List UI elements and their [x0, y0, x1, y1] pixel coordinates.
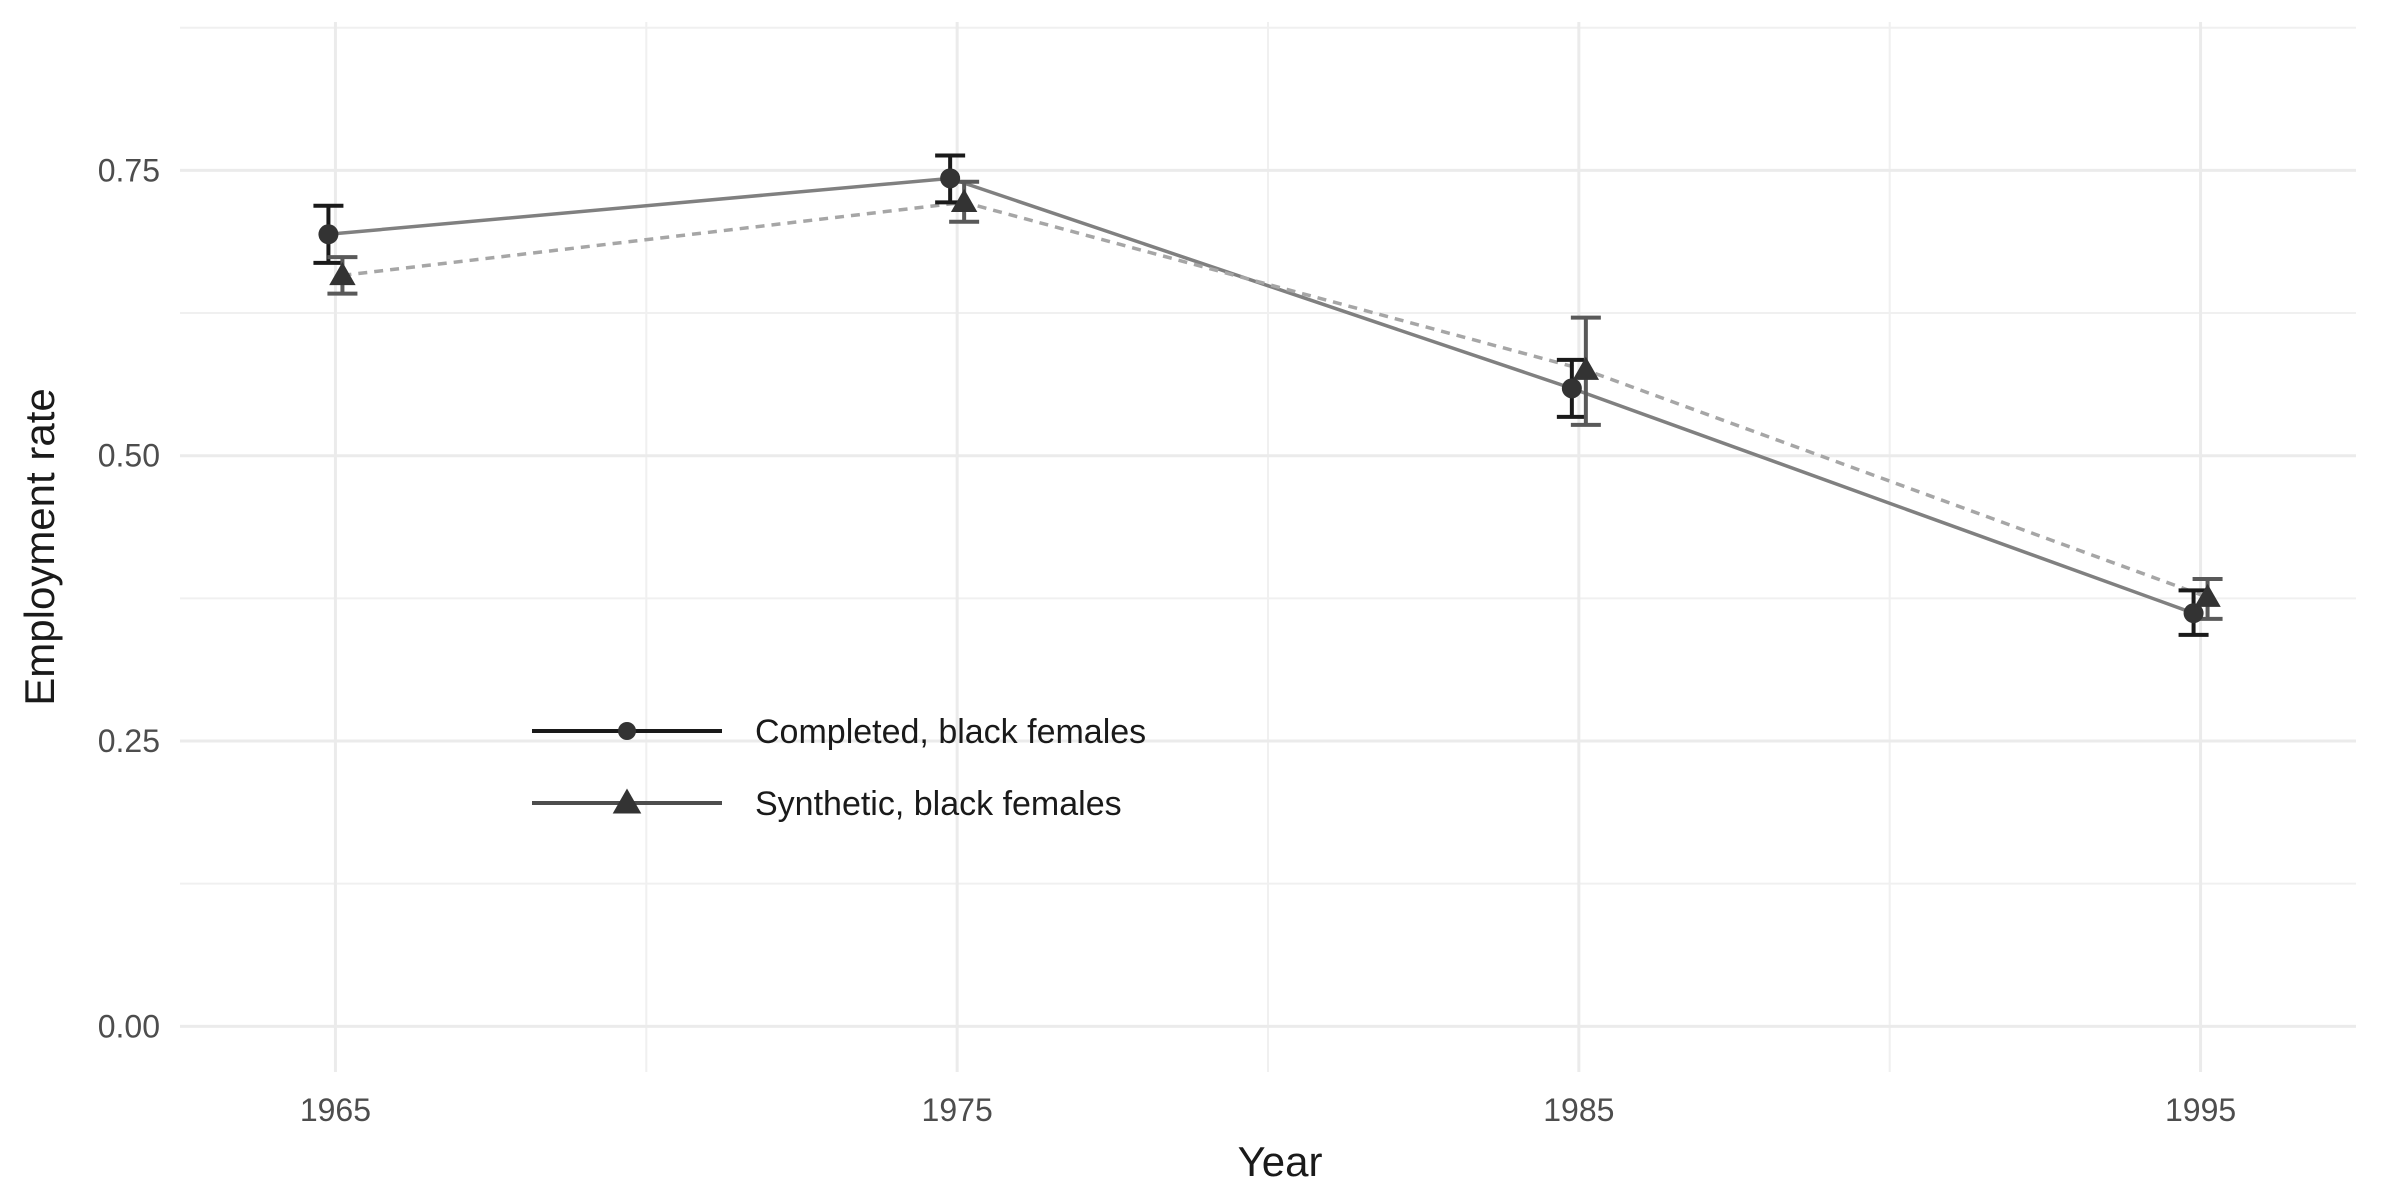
data-point-triangle — [1572, 356, 1600, 380]
data-point-triangle — [329, 261, 356, 286]
data-point-circle — [1561, 378, 1582, 399]
legend-label-completed: Completed, black females — [755, 713, 1146, 751]
data-point-circle — [318, 224, 339, 245]
x-tick-label: 1985 — [1543, 1092, 1614, 1128]
legend-label-synthetic: Synthetic, black females — [755, 785, 1122, 823]
legend-triangle-marker-icon — [612, 788, 642, 814]
x-tick-label: 1965 — [300, 1092, 371, 1128]
x-axis-ticks: 1965 1975 1985 1995 — [300, 1092, 2236, 1128]
data-point-circle — [2183, 603, 2204, 624]
legend-item-completed: Completed, black females — [532, 713, 1146, 751]
y-tick-label: 0.75 — [98, 152, 160, 188]
y-tick-label: 0.25 — [98, 723, 160, 759]
data-point-triangle — [2194, 583, 2221, 607]
legend-item-synthetic: Synthetic, black females — [532, 785, 1122, 823]
x-tick-label: 1995 — [2165, 1092, 2236, 1128]
series-lines — [328, 176, 2209, 615]
y-tick-label: 0.50 — [98, 438, 160, 474]
y-axis-title: Employment rate — [16, 388, 63, 705]
series-line-completed — [328, 176, 2195, 615]
major-gridlines — [180, 22, 2356, 1072]
data-markers — [318, 168, 2221, 624]
y-tick-label: 0.00 — [98, 1008, 160, 1044]
legend: Completed, black females Synthetic, blac… — [532, 713, 1146, 823]
data-point-circle — [940, 168, 961, 189]
data-point-triangle — [950, 188, 978, 213]
series-line-synthetic — [342, 200, 2209, 599]
x-tick-label: 1975 — [922, 1092, 993, 1128]
minor-gridlines — [180, 22, 2356, 1072]
y-axis-ticks: 0.00 0.25 0.50 0.75 — [98, 152, 160, 1044]
legend-circle-marker-icon — [618, 722, 636, 740]
x-axis-title: Year — [1238, 1138, 1323, 1185]
